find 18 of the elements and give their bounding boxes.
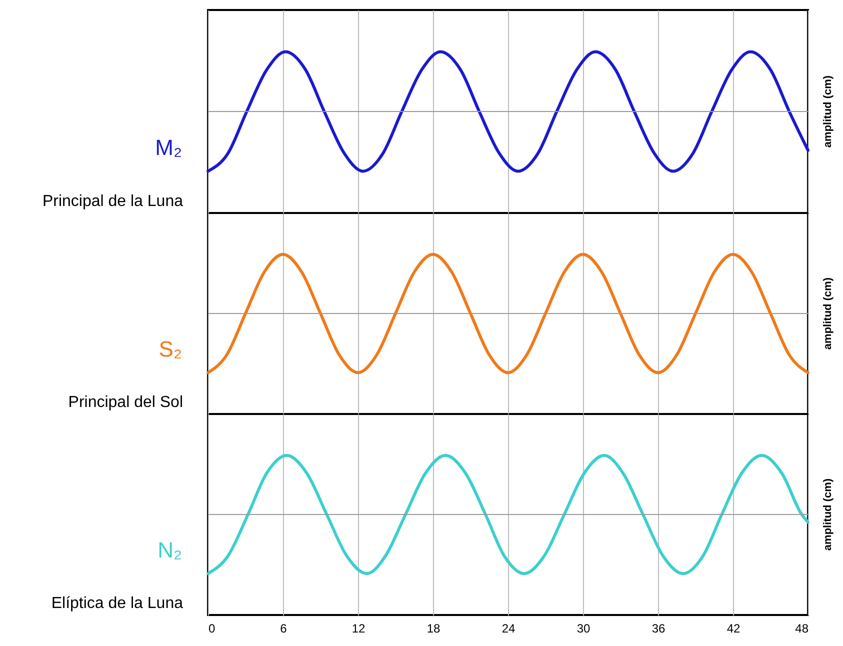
text: Elíptica de la Luna	[51, 594, 184, 612]
x-tick-label: 24	[502, 622, 516, 636]
text: Principal del Sol	[68, 394, 183, 411]
x-tick-label: 36	[652, 622, 666, 636]
text: Principal de la Luna	[42, 192, 184, 210]
series-label: M₂	[155, 135, 182, 160]
series-label: S₂	[158, 336, 182, 362]
y-axis-title: amplitud (cm)	[822, 478, 834, 551]
x-tick-label: 0	[208, 622, 216, 636]
x-tick-label: 18	[426, 622, 440, 636]
x-tick-label: 6	[280, 622, 288, 636]
x-tick-label: 30	[576, 622, 590, 636]
y-axis-title: amplitud (cm)	[822, 277, 834, 350]
x-tick-label: 48	[795, 622, 809, 636]
series-label: N₂	[158, 538, 182, 563]
y-axis-title: amplitud (cm)	[822, 75, 834, 148]
x-tick-label: 12	[352, 622, 366, 636]
x-tick-label: 42	[726, 622, 740, 636]
